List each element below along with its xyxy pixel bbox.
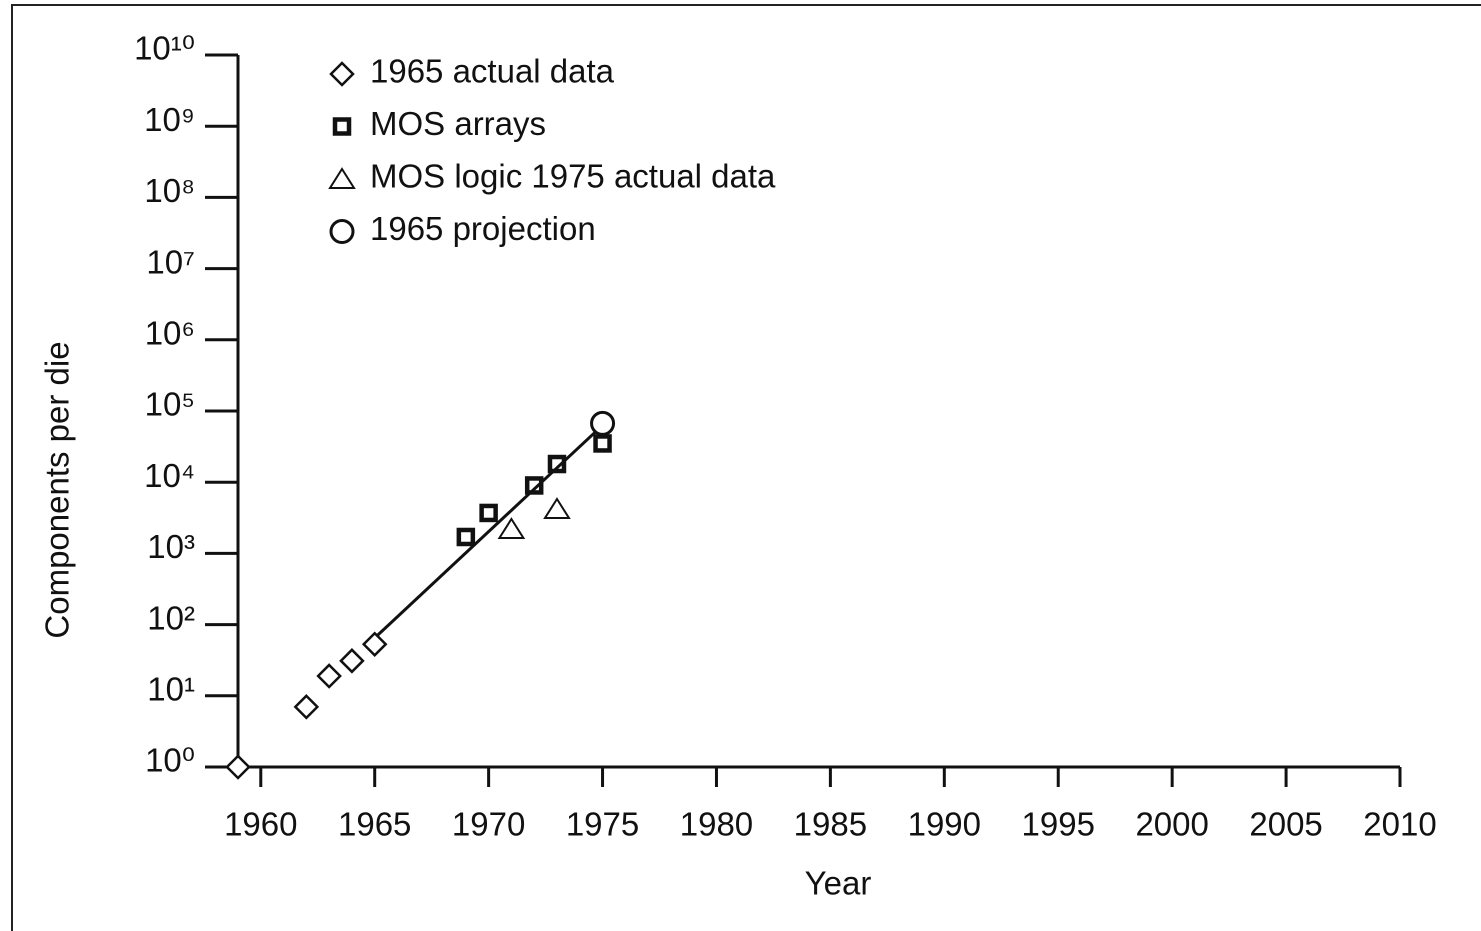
data-point (524, 476, 544, 495)
x-tick-label: 2005 (1249, 806, 1322, 843)
data-point (339, 648, 365, 674)
legend-marker (332, 117, 352, 136)
y-tick-label: 10⁵ (145, 386, 195, 423)
y-tick-label: 10¹ (147, 671, 195, 708)
legend-marker (329, 61, 355, 87)
data-point (456, 527, 476, 547)
y-tick-label: 10⁰ (145, 742, 195, 779)
legend-label: MOS arrays (370, 105, 546, 142)
x-tick-label: 1975 (566, 806, 639, 843)
legend-label: 1965 projection (370, 210, 596, 247)
x-tick-label: 1985 (794, 806, 867, 843)
data-point (225, 754, 251, 780)
y-tick-label: 10² (147, 599, 195, 636)
y-tick-label: 10³ (147, 528, 195, 565)
y-tick-label: 10¹⁰ (134, 30, 195, 67)
y-tick-label: 10⁶ (145, 315, 195, 352)
x-axis-label: Year (805, 865, 872, 902)
y-tick-label: 10⁴ (144, 457, 195, 494)
legend-marker (328, 167, 356, 189)
data-point (361, 631, 388, 657)
data-point (543, 497, 571, 520)
y-tick-label: 10⁸ (144, 172, 195, 209)
y-tick-label: 10⁷ (146, 243, 195, 280)
data-point (316, 663, 342, 689)
y-tick-label: 10⁹ (144, 101, 195, 138)
data-point (479, 503, 498, 523)
x-tick-label: 1960 (224, 806, 297, 843)
x-tick-label: 2000 (1135, 806, 1208, 843)
data-point (497, 517, 526, 540)
x-tick-label: 1990 (908, 806, 981, 843)
data-point (547, 454, 567, 474)
data-point (593, 434, 612, 453)
legend-label: 1965 actual data (370, 53, 615, 90)
x-tick-label: 1965 (338, 806, 411, 843)
y-axis-label: Components per die (39, 341, 76, 638)
legend-marker (329, 219, 355, 244)
x-tick-label: 1970 (452, 806, 525, 843)
legend-label: MOS logic 1975 actual data (370, 158, 776, 195)
x-tick-label: 1995 (1022, 806, 1095, 843)
data-point (293, 694, 320, 720)
x-tick-label: 2010 (1363, 806, 1436, 843)
x-tick-label: 1980 (680, 806, 753, 843)
data-point (590, 410, 616, 436)
trend-line (373, 424, 604, 640)
frame (11, 4, 1481, 931)
